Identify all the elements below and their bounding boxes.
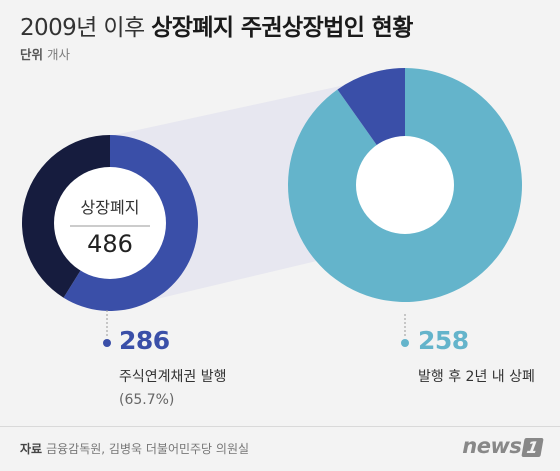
logo-text: news	[462, 434, 522, 458]
callout-label-delisted: 발행 후 2년 내 상폐	[418, 369, 535, 385]
footer-divider	[0, 426, 560, 427]
callout-label-issued: 주식연계채권 발행	[119, 369, 227, 385]
right-callout-dot	[401, 339, 409, 347]
source-note: 자료 금융감독원, 김병욱 더불어민주당 의원실	[20, 440, 249, 457]
chart-area: 상장폐지 486	[21, 68, 522, 347]
unit-note: 단위 개사	[20, 44, 70, 63]
left-callout-dot	[103, 339, 111, 347]
title-light: 2009년 이후	[20, 15, 145, 41]
logo-mark: 1	[521, 438, 544, 457]
callout-percent-issued: (65.7%)	[119, 392, 175, 408]
callout-value-issued: 286	[119, 326, 170, 355]
main-donut-hole	[54, 167, 166, 279]
source-label: 자료	[20, 442, 43, 456]
breakdown-donut-hole	[356, 136, 454, 234]
chart-title: 2009년 이후 상장폐지 주권상장법인 현황	[20, 8, 413, 42]
callout-value-delisted: 258	[418, 326, 469, 355]
unit-value: 개사	[47, 47, 71, 62]
total-value: 486	[87, 230, 133, 258]
unit-label: 단위	[20, 47, 44, 62]
source-text: 금융감독원, 김병욱 더불어민주당 의원실	[46, 442, 250, 456]
total-label: 상장폐지	[81, 198, 140, 217]
title-bold: 상장폐지 주권상장법인 현황	[151, 15, 413, 41]
news1-logo: news 1	[462, 434, 544, 458]
